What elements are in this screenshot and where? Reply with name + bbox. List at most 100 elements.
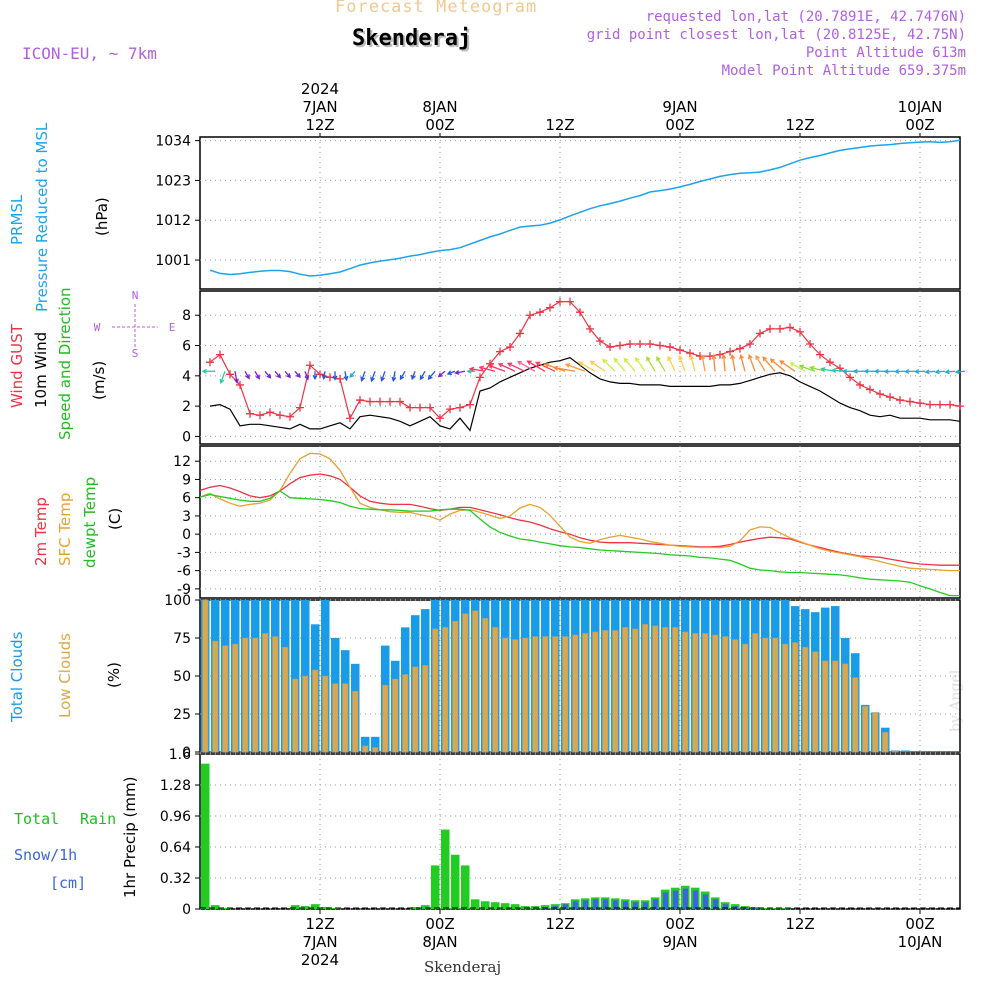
wind-arrow-head (410, 374, 416, 381)
gust-marker (876, 390, 884, 399)
clouds-ytick-label: 100 (164, 593, 191, 609)
pressure-ytick-label: 1023 (155, 173, 191, 189)
gust-marker (826, 358, 834, 367)
wind-arrow-head (245, 374, 250, 380)
wind-arrow (370, 371, 376, 382)
footer-location: Skenderaj (424, 958, 502, 976)
gust-marker (626, 340, 634, 349)
temp-label-2m: 2m Temp (32, 497, 50, 566)
wind-arrow-head (831, 368, 837, 373)
gust-marker (886, 393, 894, 402)
cloud-low-bar (462, 613, 469, 753)
wind-arrow (428, 370, 436, 380)
gust-marker (326, 373, 334, 382)
precip-ytick-label: 0.64 (160, 840, 191, 856)
precip-ytick-label: 0 (182, 902, 191, 918)
wind-arrow-head (446, 370, 452, 376)
clouds-ytick-label: 75 (173, 631, 191, 647)
precip-rain-bar (291, 905, 300, 909)
pressure-ytick-label: 1012 (155, 213, 191, 229)
wind-arrow-head (924, 369, 930, 375)
wind-arrow-head (883, 369, 889, 374)
gust-marker (276, 411, 284, 420)
precip-snow-bar (663, 892, 668, 909)
wind-arrow (748, 354, 756, 372)
time-label-bottom: 00Z (905, 915, 934, 933)
clouds-ytick-label: 50 (173, 669, 191, 685)
gust-marker (296, 403, 304, 412)
cloud-low-bar (212, 640, 219, 753)
gust-marker (906, 397, 914, 406)
precip-rain-bar (541, 905, 550, 909)
temperature-ytick-label: -6 (177, 564, 191, 580)
gust-marker (766, 324, 774, 333)
cloud-low-bar (742, 643, 749, 753)
precip-snow-bar (693, 890, 698, 909)
cloud-total-bar (951, 751, 960, 752)
wind-arrow (623, 358, 636, 372)
wind-arrow (554, 367, 576, 372)
wind-arrow-head (233, 378, 239, 384)
time-label-bottom: 7JAN (302, 933, 337, 951)
clouds-label-total: Total Clouds (8, 631, 26, 723)
wind-ytick-label: 2 (182, 399, 191, 415)
cloud-low-bar (592, 631, 599, 753)
wind-arrow (762, 356, 776, 372)
gust-marker (946, 400, 954, 409)
precip-rain-bar (461, 865, 470, 909)
cloud-low-bar (762, 637, 769, 753)
wind-arrow (712, 355, 716, 372)
wind-arrow (220, 371, 226, 384)
cloud-low-bar (352, 690, 359, 753)
time-label-top: 00Z (665, 116, 694, 134)
cloud-low-bar (872, 712, 879, 753)
cloud-low-bar (482, 617, 489, 753)
precip-rain-bar (781, 908, 790, 909)
cloud-low-bar (822, 660, 829, 753)
temperature-ytick-label: 9 (182, 472, 191, 488)
time-label-top: 12Z (545, 116, 574, 134)
cloud-low-bar (572, 634, 579, 753)
wind-arrow-head (266, 373, 272, 379)
wind-arrow-head (544, 362, 550, 368)
wind-ytick-label: 8 (182, 308, 191, 324)
cloud-low-bar (652, 625, 659, 753)
temp-label-sfc: SFC Temp (56, 493, 74, 566)
wind-arrow-head (427, 374, 433, 380)
wind-arrow (455, 370, 466, 374)
wind-arrow-head (646, 356, 651, 362)
wind-arrow-head (700, 354, 706, 360)
gust-marker (936, 400, 944, 409)
wind-arrow-head (506, 362, 513, 367)
cloud-low-bar (262, 633, 269, 753)
wind-direction-label: Speed and Direction (56, 287, 74, 440)
cloud-low-bar (512, 639, 519, 753)
gust-marker (646, 340, 654, 349)
cloud-low-bar (492, 627, 499, 753)
precip-rain-bar (321, 907, 330, 909)
wind-arrow (361, 371, 366, 381)
precip-rain-bar (311, 904, 320, 909)
cloud-low-bar (362, 745, 369, 753)
pressure-frame (199, 136, 961, 290)
time-label-top: 2024 (301, 80, 339, 98)
cloud-low-bar (622, 627, 629, 753)
gust-marker (386, 397, 394, 406)
cloud-low-bar (722, 636, 729, 753)
cloud-low-bar (472, 610, 479, 753)
gust-marker (246, 409, 254, 418)
wind-arrow-head (730, 353, 736, 360)
clouds-ytick-label: 0 (182, 745, 191, 761)
wind-arrow-head (914, 369, 920, 374)
precip-rain-bar (481, 901, 490, 909)
precip-rain-bar (761, 908, 770, 909)
cloud-low-bar (862, 706, 869, 753)
temp-label-dewpt: dewpt Temp (81, 477, 99, 568)
wind-arrow-head (689, 354, 695, 360)
time-label-bottom: 8JAN (422, 933, 457, 951)
cloud-total-bar (361, 736, 370, 752)
wind-arrow (779, 360, 796, 372)
cloud-low-bar (552, 636, 559, 753)
gust-marker (476, 373, 484, 382)
wind-arrow (419, 370, 426, 380)
